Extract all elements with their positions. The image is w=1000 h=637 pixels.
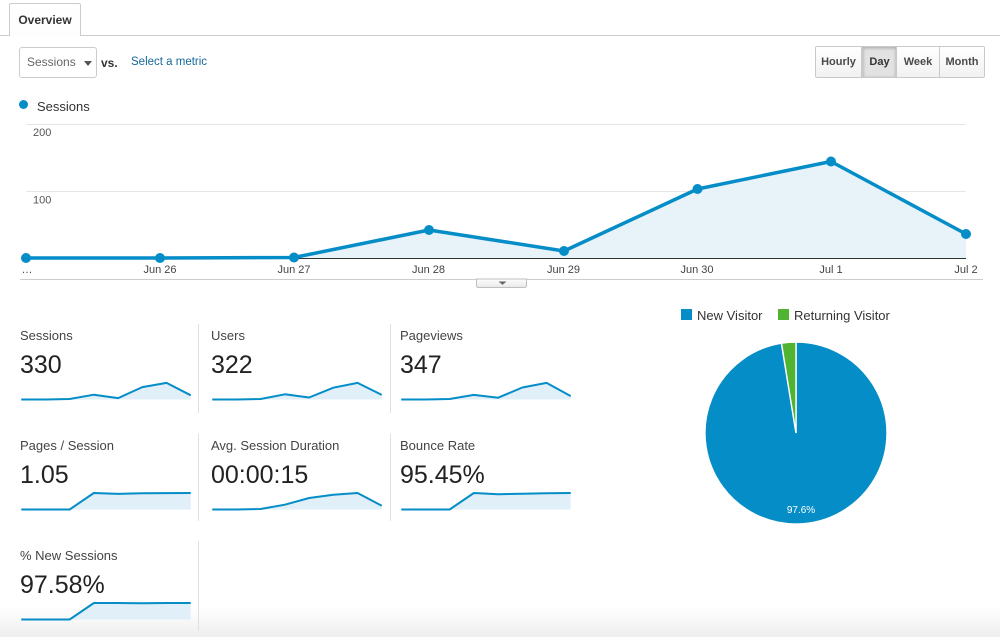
svg-text:Jun 26: Jun 26	[143, 264, 176, 276]
svg-text:Jun 28: Jun 28	[412, 264, 445, 276]
svg-text:Jun 29: Jun 29	[547, 264, 580, 276]
svg-text:Jul 2: Jul 2	[954, 264, 977, 276]
svg-text:…: …	[22, 264, 33, 276]
svg-text:100: 100	[33, 195, 51, 207]
svg-text:Jun 30: Jun 30	[680, 264, 713, 276]
svg-text:Jun 27: Jun 27	[277, 264, 310, 276]
svg-text:97.6%: 97.6%	[787, 505, 815, 516]
svg-text:Jul 1: Jul 1	[819, 264, 842, 276]
svg-text:200: 200	[33, 127, 51, 139]
